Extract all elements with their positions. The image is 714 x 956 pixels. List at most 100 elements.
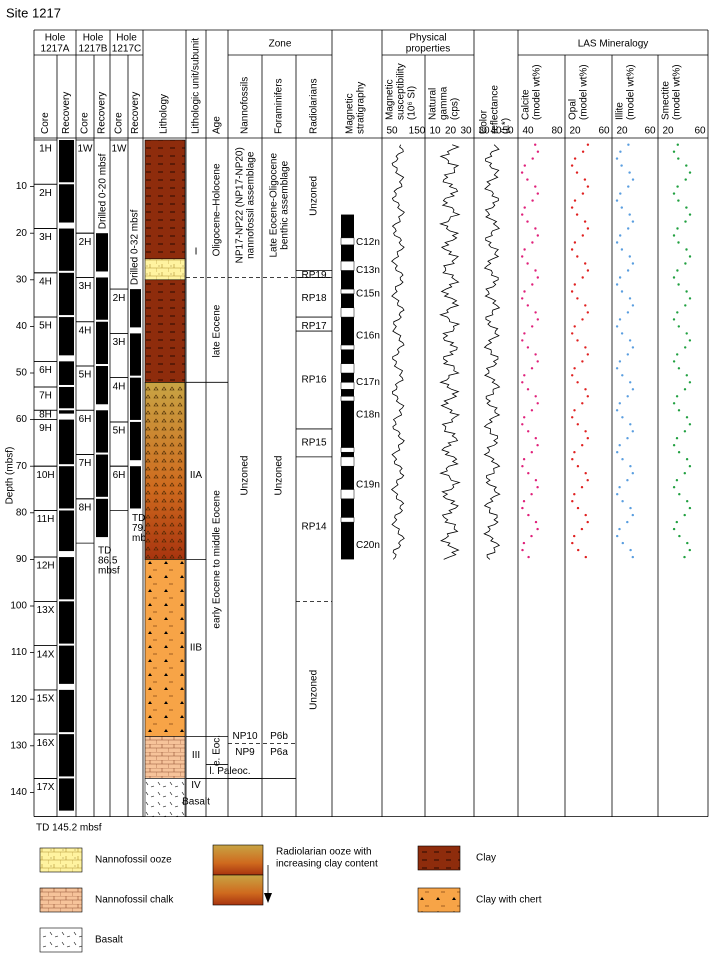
core-label: 1W bbox=[112, 144, 128, 155]
las-point bbox=[621, 500, 624, 503]
reversed-interval bbox=[340, 517, 355, 523]
las-point bbox=[573, 325, 576, 328]
las-point bbox=[573, 241, 577, 244]
las-point bbox=[530, 493, 533, 496]
las-point bbox=[620, 290, 624, 293]
las-point bbox=[534, 227, 537, 230]
core-label: 5H bbox=[39, 321, 52, 332]
core-label: 3H bbox=[39, 232, 52, 243]
las-point bbox=[521, 213, 524, 216]
las-point bbox=[676, 353, 679, 356]
las-point bbox=[534, 269, 537, 272]
las-point bbox=[615, 325, 619, 328]
las-point bbox=[584, 388, 587, 391]
las-point bbox=[616, 534, 619, 538]
las-point bbox=[627, 185, 630, 188]
las-point bbox=[586, 353, 589, 356]
unit-label: I bbox=[195, 246, 198, 257]
label: (model wt%) bbox=[579, 64, 590, 120]
legend-label: Basalt bbox=[95, 935, 123, 946]
track-tick: 50 bbox=[502, 126, 514, 137]
las-point bbox=[521, 423, 524, 426]
las-point bbox=[627, 143, 630, 146]
las-point bbox=[536, 360, 539, 363]
label: (model wt%) bbox=[672, 64, 683, 120]
las-point bbox=[685, 206, 688, 209]
label: Recovery bbox=[97, 92, 108, 134]
label: Lithology bbox=[159, 94, 170, 134]
las-point bbox=[672, 234, 676, 237]
las-point bbox=[576, 465, 580, 468]
recovery bbox=[59, 510, 74, 552]
depth-tick: 130 bbox=[10, 740, 27, 751]
las-point bbox=[620, 164, 623, 167]
las-point bbox=[626, 395, 629, 398]
chron-label: C17n bbox=[356, 377, 380, 388]
las-point bbox=[576, 255, 579, 258]
core-label: 2H bbox=[39, 188, 52, 199]
las-point bbox=[581, 150, 585, 153]
recovery bbox=[59, 557, 74, 600]
las-point bbox=[618, 402, 621, 405]
las-point bbox=[683, 555, 686, 559]
las-point bbox=[526, 262, 529, 265]
recovery bbox=[96, 454, 108, 497]
label: late Eocene bbox=[212, 304, 223, 357]
lithology bbox=[144, 279, 186, 383]
depth-tick: 70 bbox=[16, 461, 28, 472]
unit-label: Basalt bbox=[182, 796, 210, 807]
label: Unzoned bbox=[240, 456, 251, 496]
las-point bbox=[626, 520, 629, 524]
las-point bbox=[629, 548, 632, 552]
las-point bbox=[675, 437, 679, 440]
label: P6b bbox=[270, 731, 288, 742]
label: properties bbox=[406, 44, 450, 55]
chron-label: C18n bbox=[356, 410, 380, 421]
label: Magnetic bbox=[345, 93, 356, 134]
recovery bbox=[59, 778, 74, 811]
las-point bbox=[530, 367, 534, 370]
las-point bbox=[522, 541, 526, 545]
las-point bbox=[522, 500, 526, 503]
las-point bbox=[688, 297, 692, 300]
las-point bbox=[521, 255, 524, 258]
depth-tick: 110 bbox=[11, 647, 27, 658]
las-point bbox=[521, 506, 524, 510]
las-point bbox=[672, 276, 676, 279]
las-point bbox=[573, 534, 576, 538]
label: Nannofossils bbox=[240, 77, 251, 134]
las-point bbox=[534, 353, 537, 356]
label: l. Paleoc. bbox=[209, 766, 250, 777]
core-label: 15X bbox=[37, 694, 55, 705]
depth-tick: 20 bbox=[16, 228, 28, 239]
las-point bbox=[672, 486, 676, 489]
las-point bbox=[619, 234, 622, 237]
label: Core bbox=[80, 112, 91, 134]
depth-tick: 100 bbox=[10, 601, 27, 612]
core-label: 4H bbox=[39, 276, 52, 287]
las-point bbox=[523, 248, 526, 251]
track-tick: 60 bbox=[598, 126, 610, 137]
las-point bbox=[631, 430, 634, 433]
lithology bbox=[144, 736, 186, 779]
las-point bbox=[620, 248, 624, 251]
recovery bbox=[59, 272, 74, 316]
depth-tick: 140 bbox=[10, 787, 27, 798]
las-point bbox=[534, 479, 538, 482]
las-point bbox=[629, 381, 632, 384]
las-point bbox=[584, 430, 587, 433]
las-point bbox=[684, 346, 687, 349]
core-label: 7H bbox=[79, 458, 92, 469]
label: Physical bbox=[409, 33, 446, 44]
las-point bbox=[672, 150, 676, 153]
las-point bbox=[571, 416, 574, 419]
las-point bbox=[618, 527, 621, 531]
las-point bbox=[571, 541, 574, 545]
recovery bbox=[96, 277, 108, 320]
reversed-interval bbox=[340, 288, 355, 295]
label: 1217C bbox=[112, 44, 141, 55]
core-label: 10H bbox=[36, 470, 54, 481]
las-point bbox=[676, 185, 679, 188]
las-point bbox=[676, 311, 679, 314]
